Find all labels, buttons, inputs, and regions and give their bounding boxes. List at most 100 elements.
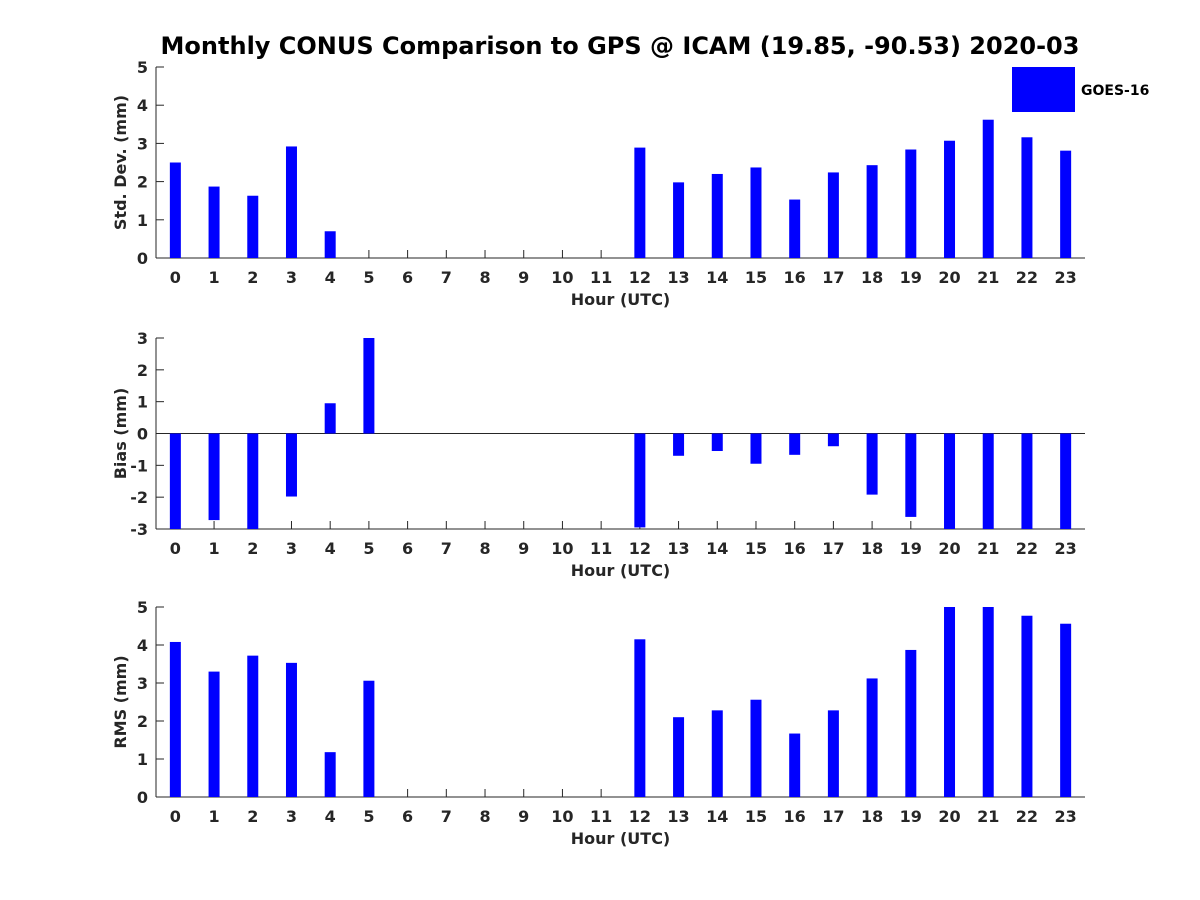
bar-hour-1 <box>208 186 220 258</box>
bar-hour-4 <box>324 752 336 797</box>
bar-hour-15 <box>750 699 762 797</box>
bar-hour-20 <box>944 607 956 797</box>
x-tick-label: 14 <box>706 268 728 287</box>
x-tick-label: 13 <box>667 539 689 558</box>
x-tick-label: 7 <box>441 807 452 826</box>
x-tick-label: 7 <box>441 268 452 287</box>
x-tick-label: 0 <box>170 807 181 826</box>
bar-hour-0 <box>169 433 181 529</box>
x-tick-label: 23 <box>1055 268 1077 287</box>
y-tick-label: 5 <box>137 598 148 617</box>
bar-hour-18 <box>866 433 878 495</box>
x-tick-label: 21 <box>977 539 999 558</box>
x-tick-label: 8 <box>479 539 490 558</box>
x-tick-label: 6 <box>402 539 413 558</box>
bar-hour-2 <box>247 655 259 797</box>
y-tick-label: -3 <box>130 520 148 539</box>
bar-hour-0 <box>169 162 181 258</box>
bar-hour-14 <box>711 433 723 452</box>
x-tick-label: 9 <box>518 807 529 826</box>
x-tick-label: 13 <box>667 807 689 826</box>
x-tick-label: 23 <box>1055 539 1077 558</box>
x-tick-label: 21 <box>977 807 999 826</box>
x-tick-label: 12 <box>629 539 651 558</box>
bar-hour-19 <box>905 649 917 797</box>
x-tick-label: 0 <box>170 268 181 287</box>
x-tick-label: 20 <box>938 539 960 558</box>
bar-hour-16 <box>789 733 801 797</box>
bar-hour-23 <box>1060 150 1072 258</box>
bar-hour-22 <box>1021 137 1033 258</box>
bar-hour-13 <box>673 182 685 258</box>
x-tick-label: 8 <box>479 807 490 826</box>
x-tick-label: 4 <box>325 539 336 558</box>
bar-hour-22 <box>1021 433 1033 529</box>
y-axis-label: Std. Dev. (mm) <box>111 95 130 230</box>
y-tick-label: 2 <box>137 173 148 192</box>
bar-hour-3 <box>285 146 297 258</box>
bar-hour-12 <box>634 433 646 528</box>
x-tick-label: 18 <box>861 539 883 558</box>
y-tick-label: -1 <box>130 456 148 475</box>
x-tick-label: 18 <box>861 807 883 826</box>
y-tick-label: 1 <box>137 393 148 412</box>
x-tick-label: 14 <box>706 539 728 558</box>
bar-hour-4 <box>324 403 336 434</box>
x-axis-label: Hour (UTC) <box>571 290 671 309</box>
y-tick-label: 0 <box>137 788 148 807</box>
legend: GOES-16 <box>1012 67 1149 112</box>
bar-hour-1 <box>208 433 220 521</box>
bar-hour-15 <box>750 167 762 258</box>
x-tick-label: 10 <box>551 268 573 287</box>
y-tick-label: 1 <box>137 211 148 230</box>
x-tick-label: 16 <box>784 539 806 558</box>
bar-hour-20 <box>944 433 956 529</box>
x-tick-label: 17 <box>822 807 844 826</box>
x-tick-label: 22 <box>1016 539 1038 558</box>
bar-hour-14 <box>711 173 723 258</box>
x-tick-label: 10 <box>551 539 573 558</box>
x-tick-label: 16 <box>784 807 806 826</box>
bar-hour-13 <box>673 717 685 797</box>
chart-title: Monthly CONUS Comparison to GPS @ ICAM (… <box>161 32 1080 60</box>
bar-hour-2 <box>247 195 259 258</box>
x-tick-label: 9 <box>518 539 529 558</box>
x-tick-label: 8 <box>479 268 490 287</box>
x-tick-label: 9 <box>518 268 529 287</box>
x-tick-label: 21 <box>977 268 999 287</box>
x-tick-label: 2 <box>247 268 258 287</box>
x-tick-label: 1 <box>208 807 219 826</box>
x-tick-label: 15 <box>745 539 767 558</box>
x-tick-label: 13 <box>667 268 689 287</box>
x-tick-label: 4 <box>325 268 336 287</box>
bar-hour-19 <box>905 149 917 258</box>
y-tick-label: 0 <box>137 249 148 268</box>
bar-hour-21 <box>982 607 994 797</box>
legend-swatch-goes16 <box>1012 67 1075 112</box>
x-tick-label: 3 <box>286 268 297 287</box>
bar-hour-19 <box>905 433 917 517</box>
bar-hour-5 <box>363 338 375 434</box>
x-tick-label: 5 <box>363 539 374 558</box>
bar-hour-12 <box>634 639 646 797</box>
x-axis-label: Hour (UTC) <box>571 829 671 848</box>
y-axis-label: RMS (mm) <box>111 655 130 748</box>
x-tick-label: 3 <box>286 539 297 558</box>
y-tick-label: 4 <box>137 636 148 655</box>
x-tick-label: 11 <box>590 807 612 826</box>
bar-hour-17 <box>827 172 839 258</box>
bar-hour-22 <box>1021 615 1033 797</box>
bar-hour-16 <box>789 199 801 258</box>
x-tick-label: 16 <box>784 268 806 287</box>
y-tick-label: 1 <box>137 750 148 769</box>
bar-hour-17 <box>827 433 839 447</box>
bar-hour-15 <box>750 433 762 464</box>
x-tick-label: 22 <box>1016 268 1038 287</box>
x-tick-label: 19 <box>900 807 922 826</box>
bar-hour-3 <box>285 662 297 797</box>
y-tick-label: -2 <box>130 488 148 507</box>
